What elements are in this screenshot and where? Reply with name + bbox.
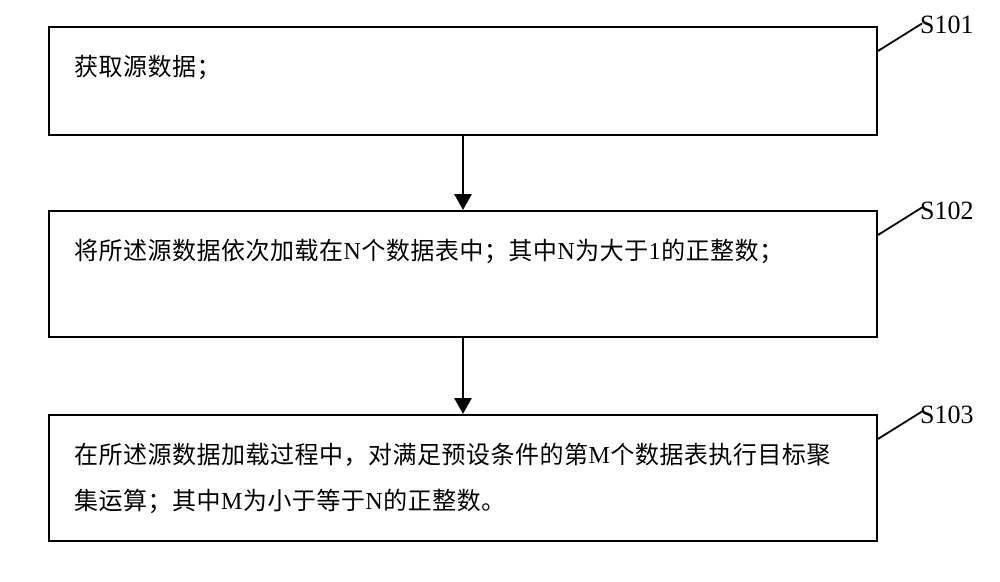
arrow-head-icon	[454, 398, 472, 414]
step-box-s102: 将所述源数据依次加载在N个数据表中；其中N为大于1的正整数；	[48, 210, 878, 338]
step-box-s101: 获取源数据；	[48, 26, 878, 136]
step-label-s103: S103	[920, 400, 973, 430]
arrow-shaft	[462, 136, 464, 194]
step-label-s101: S101	[920, 10, 973, 40]
step-text: 在所述源数据加载过程中，对满足预设条件的第M个数据表执行目标聚集运算；其中M为小…	[74, 434, 852, 525]
step-box-s103: 在所述源数据加载过程中，对满足预设条件的第M个数据表执行目标聚集运算；其中M为小…	[48, 414, 878, 542]
flowchart-canvas: 获取源数据； S101 将所述源数据依次加载在N个数据表中；其中N为大于1的正整…	[0, 0, 1000, 582]
step-label-s102: S102	[920, 196, 973, 226]
leader-line	[877, 411, 922, 440]
leader-line	[877, 207, 922, 236]
step-text: 获取源数据；	[74, 46, 221, 92]
step-text: 将所述源数据依次加载在N个数据表中；其中N为大于1的正整数；	[74, 230, 784, 276]
arrow-head-icon	[454, 194, 472, 210]
leader-line	[877, 23, 922, 52]
arrow-shaft	[462, 338, 464, 398]
